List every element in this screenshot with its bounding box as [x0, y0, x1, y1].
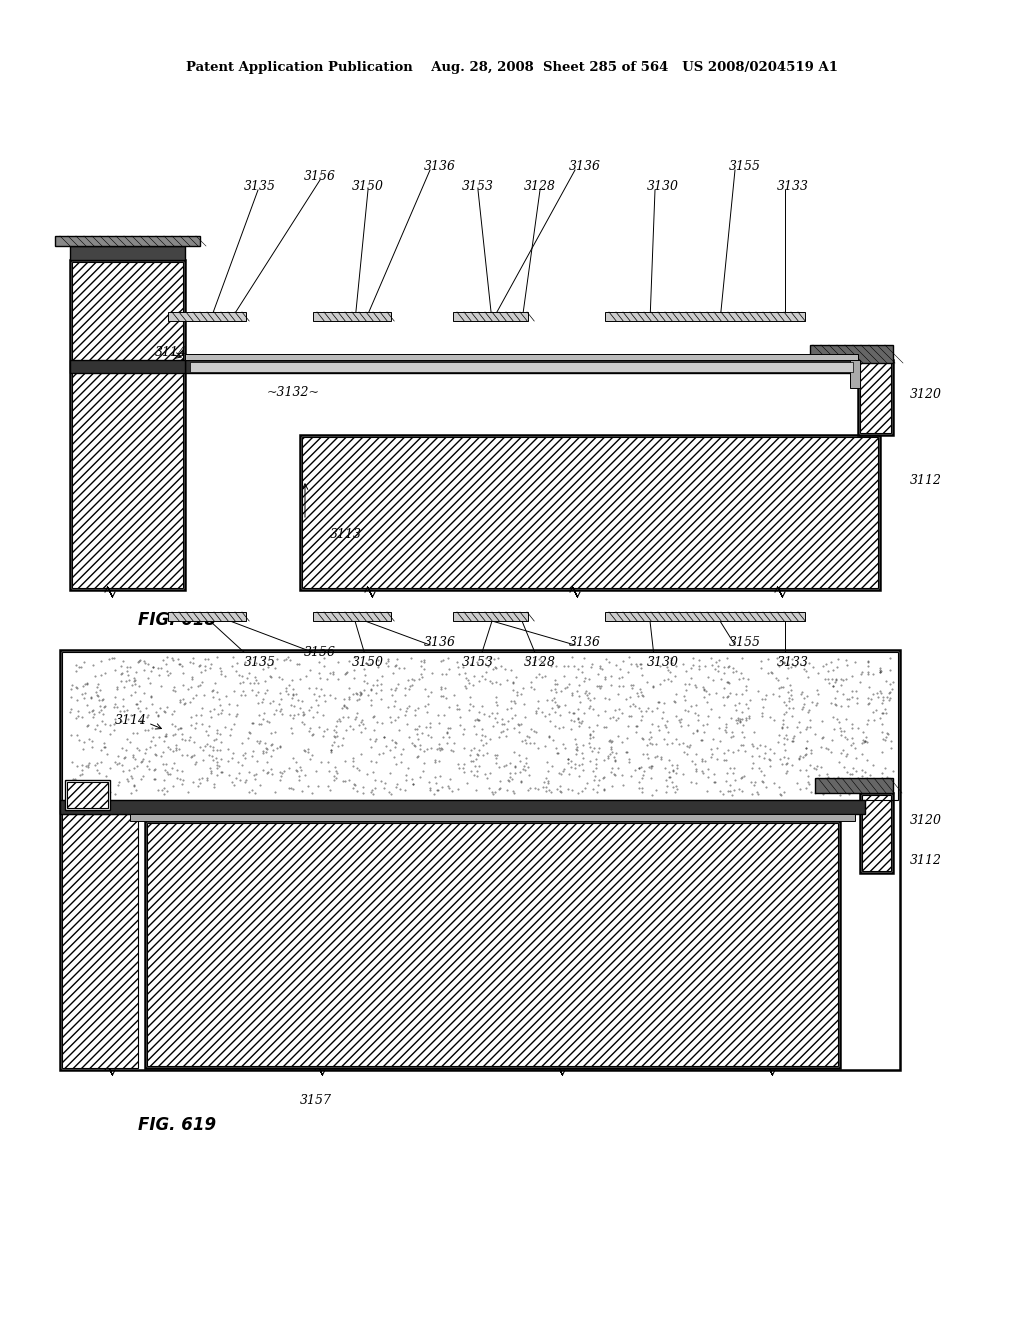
Text: 3120: 3120 — [910, 388, 942, 401]
Text: 3128: 3128 — [524, 656, 556, 668]
Text: Patent Application Publication    Aug. 28, 2008  Sheet 285 of 564   US 2008/0204: Patent Application Publication Aug. 28, … — [186, 62, 838, 74]
Bar — [860, 793, 893, 873]
Bar — [453, 312, 528, 321]
Bar — [62, 652, 898, 800]
Bar — [145, 821, 840, 1068]
Text: 3136: 3136 — [569, 635, 601, 648]
Text: 3150: 3150 — [352, 181, 384, 194]
Text: FIG. 618: FIG. 618 — [138, 611, 216, 630]
Text: FIG. 619: FIG. 619 — [138, 1115, 216, 1134]
Bar — [810, 345, 893, 363]
Text: 3136: 3136 — [569, 161, 601, 173]
Bar — [605, 312, 805, 321]
Bar — [70, 260, 185, 590]
Bar — [62, 814, 138, 1068]
Text: 3135: 3135 — [244, 656, 276, 668]
Text: ~3132~: ~3132~ — [266, 387, 319, 400]
Text: 3113: 3113 — [330, 528, 362, 541]
Bar — [72, 261, 183, 587]
Text: 3133: 3133 — [777, 181, 809, 194]
Bar — [70, 360, 185, 374]
Text: 3157: 3157 — [300, 1093, 332, 1106]
Text: 3150: 3150 — [352, 656, 384, 668]
Text: 3153: 3153 — [462, 181, 494, 194]
Bar — [302, 437, 878, 587]
Bar — [55, 236, 200, 246]
Bar — [168, 312, 246, 321]
Bar — [190, 362, 853, 372]
Bar — [185, 354, 858, 360]
Text: 3114: 3114 — [155, 346, 187, 359]
Bar — [605, 612, 805, 620]
Text: 3156: 3156 — [304, 645, 336, 659]
Text: 3114: 3114 — [115, 714, 147, 726]
Text: 3130: 3130 — [647, 656, 679, 668]
Bar — [65, 780, 110, 810]
Bar — [815, 777, 893, 793]
Bar — [185, 360, 858, 374]
Bar — [850, 360, 860, 388]
Text: 3153: 3153 — [462, 656, 494, 668]
Text: 3112: 3112 — [910, 474, 942, 487]
Text: 3136: 3136 — [424, 161, 456, 173]
Bar — [67, 781, 108, 808]
Text: 3156: 3156 — [304, 170, 336, 183]
Text: 3136: 3136 — [424, 635, 456, 648]
Text: 3112: 3112 — [910, 854, 942, 867]
Bar — [147, 822, 838, 1067]
Bar — [860, 362, 891, 433]
Text: 3155: 3155 — [729, 161, 761, 173]
Text: 3120: 3120 — [910, 813, 942, 826]
Text: 3133: 3133 — [777, 656, 809, 668]
Text: 3128: 3128 — [524, 181, 556, 194]
Bar — [130, 814, 855, 821]
Bar — [168, 612, 246, 620]
Bar — [60, 800, 865, 814]
Bar — [862, 795, 891, 871]
Bar — [858, 360, 893, 436]
Text: 3135: 3135 — [244, 181, 276, 194]
Text: 3155: 3155 — [729, 635, 761, 648]
Bar — [70, 246, 185, 260]
Text: 3130: 3130 — [647, 181, 679, 194]
Bar — [313, 312, 391, 321]
Bar — [453, 612, 528, 620]
Bar — [62, 652, 898, 800]
Bar — [300, 436, 880, 590]
Bar — [313, 612, 391, 620]
Bar — [60, 649, 900, 1071]
